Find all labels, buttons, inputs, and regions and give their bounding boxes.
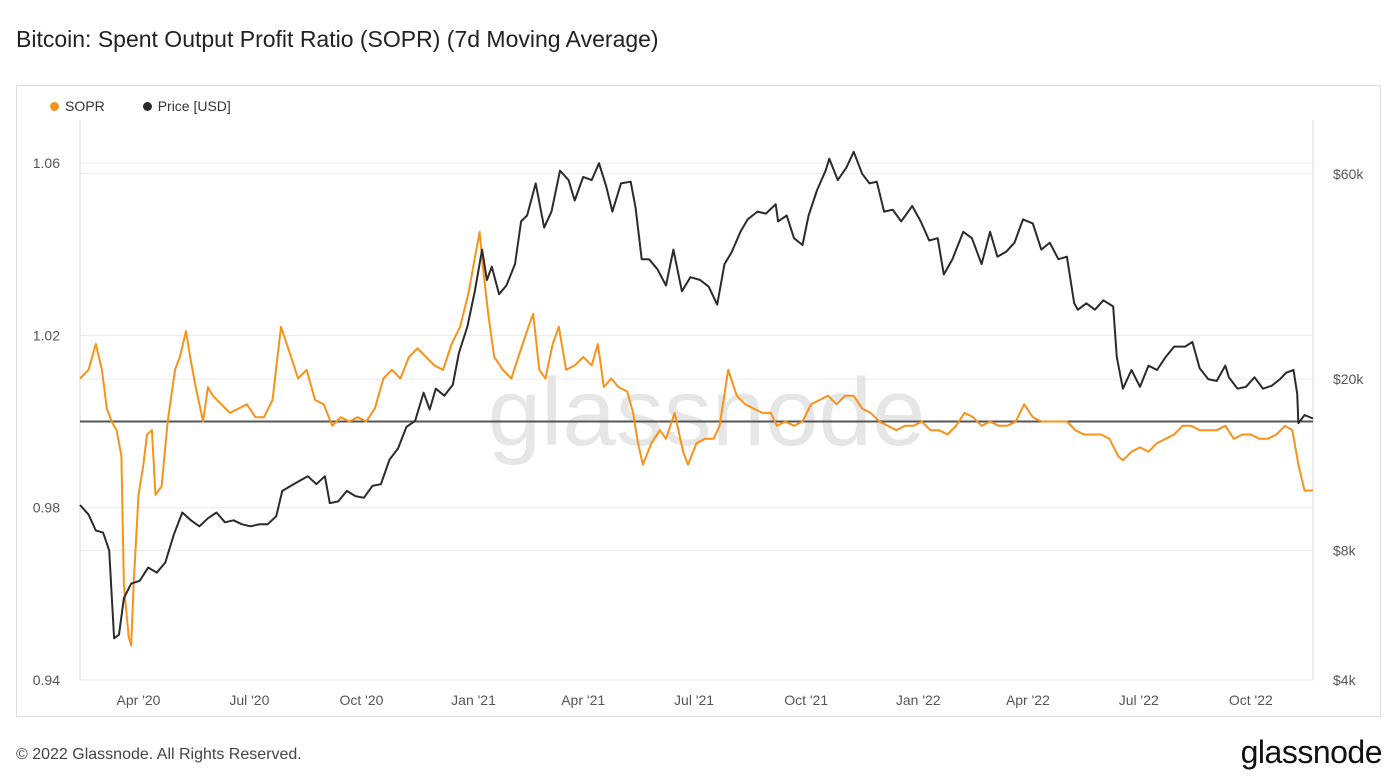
legend: SOPR Price [USD] [50,98,231,114]
y-right-tick-label: $60k [1333,166,1364,182]
watermark-text: glassnode [488,359,926,466]
x-tick-label: Apr '21 [561,692,605,708]
legend-swatch-price [142,101,152,111]
chart-title: Bitcoin: Spent Output Profit Ratio (SOPR… [16,26,659,52]
x-tick-label: Apr '22 [1006,692,1050,708]
x-tick-label: Apr '20 [117,692,161,708]
y-left-tick-label: 1.06 [33,155,60,171]
brand-logo: glassnode [1240,734,1383,770]
y-left-tick-label: 0.94 [33,672,60,688]
x-tick-label: Jul '21 [674,692,714,708]
legend-item-sopr[interactable]: SOPR [50,98,105,114]
legend-item-price[interactable]: Price [USD] [142,98,231,114]
y-right-tick-label: $20k [1333,371,1364,387]
y-right-tick-label: $8k [1333,542,1357,558]
y-left-tick-label: 0.98 [33,500,60,516]
x-tick-label: Oct '22 [1229,692,1273,708]
y-right-tick-label: $4k [1333,672,1357,688]
copyright-footer: © 2022 Glassnode. All Rights Reserved. [16,746,302,763]
y-left-tick-label: 1.02 [33,327,60,343]
x-tick-label: Oct '20 [339,692,383,708]
series-line-sopr [79,231,1313,647]
x-tick-label: Jul '22 [1119,692,1159,708]
series-line-price [79,150,1314,640]
x-tick-label: Jul '20 [229,692,269,708]
legend-label-sopr: SOPR [65,98,105,114]
legend-label-price: Price [USD] [157,98,231,114]
x-tick-label: Jan '22 [896,692,941,708]
legend-swatch-sopr [50,101,59,111]
x-tick-label: Jan '21 [451,692,496,708]
chart-frame [16,85,1381,717]
x-tick-label: Oct '21 [784,692,828,708]
